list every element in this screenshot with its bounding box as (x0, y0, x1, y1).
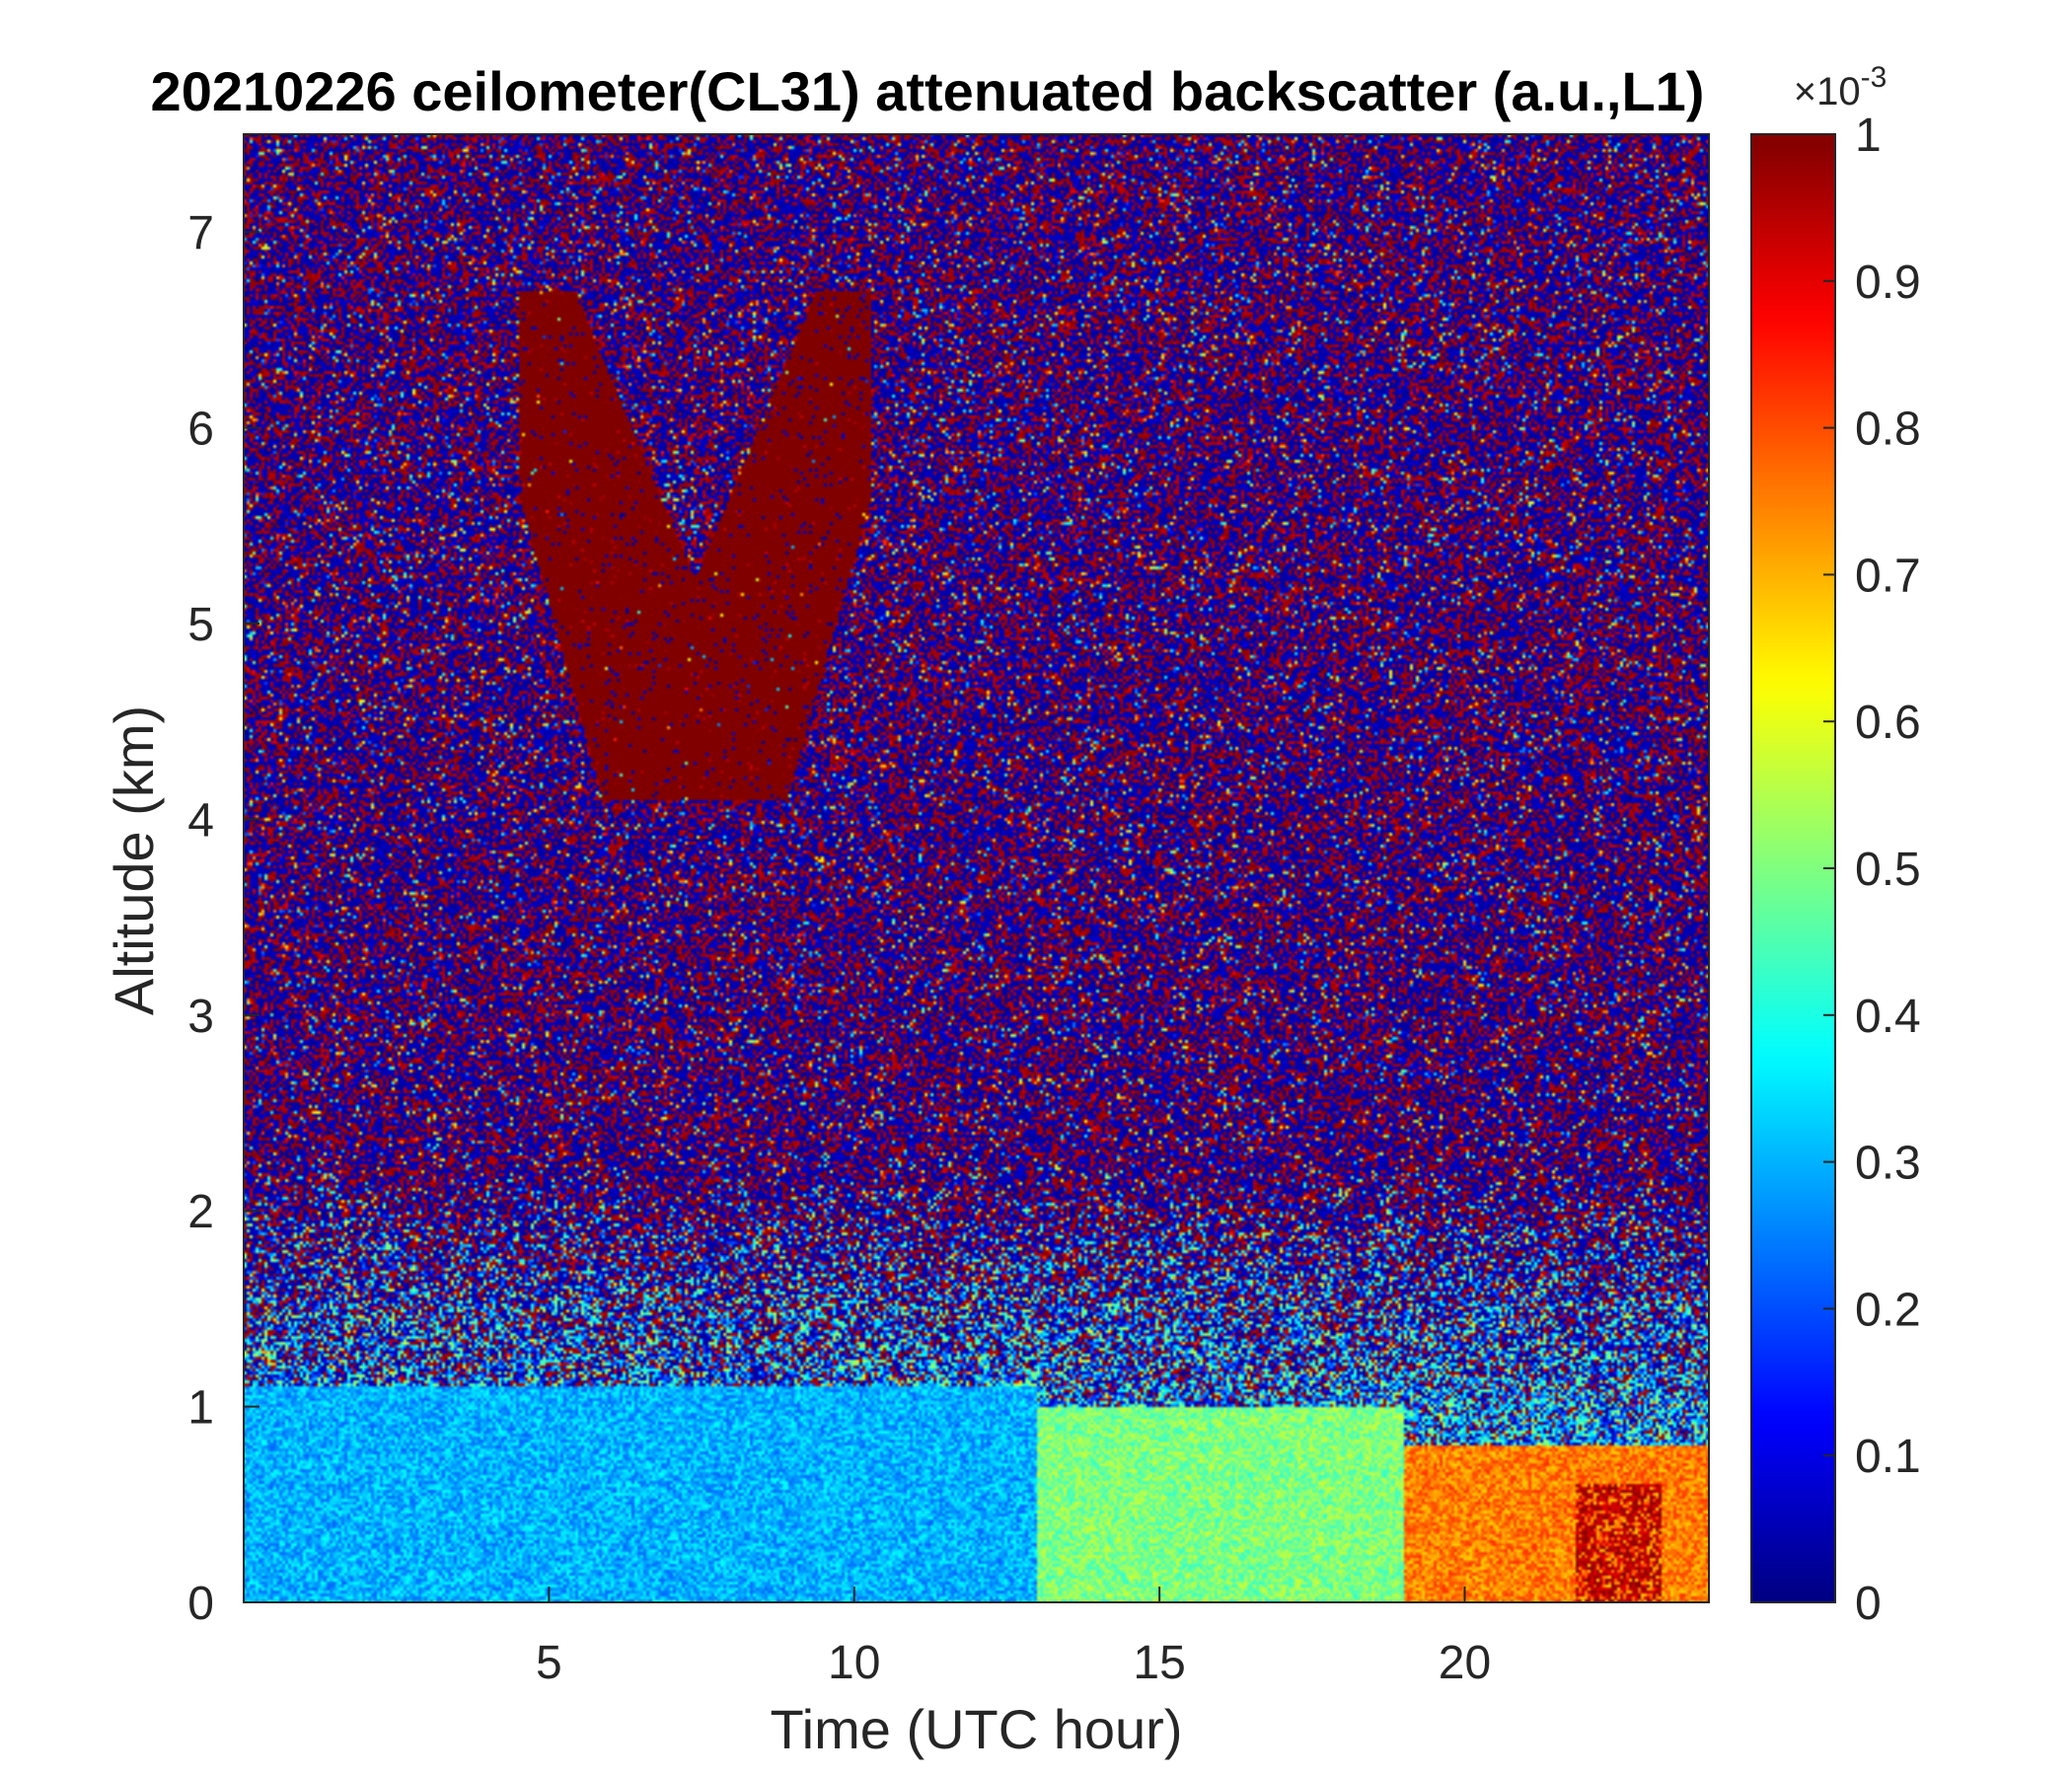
y-tick-label: 4 (187, 794, 214, 847)
chart-title: 20210226 ceilometer(CL31) attenuated bac… (150, 60, 1705, 122)
colorbar-tick-label: 0.9 (1855, 257, 1921, 309)
y-axis: 0 1 2 3 4 5 6 7 (187, 207, 259, 1630)
colorbar-tick-label: 0.8 (1855, 404, 1921, 456)
x-tick-label: 20 (1439, 1637, 1491, 1689)
heatmap-image (244, 134, 1709, 1602)
colorbar: 0 0.1 0.2 0.3 0.4 0.5 0.6 0.7 0.8 0.9 1 (1750, 110, 1921, 1630)
colorbar-tick-label: 0.5 (1855, 844, 1921, 896)
y-tick-label: 5 (187, 599, 214, 651)
plot-frame (243, 133, 1710, 1603)
colorbar-tick-label: 0.4 (1855, 991, 1921, 1043)
y-tick-label: 0 (187, 1578, 214, 1630)
y-tick-label: 3 (187, 991, 214, 1043)
y-axis-label: Altitude (km) (103, 705, 165, 1015)
colorbar-tick-label: 0.6 (1855, 697, 1921, 749)
plot-area (243, 133, 1710, 1603)
y-tick-label: 1 (187, 1382, 214, 1435)
x-tick-label: 10 (828, 1637, 880, 1689)
x-axis-label: Time (UTC hour) (771, 1698, 1183, 1760)
colorbar-tick-label: 0.3 (1855, 1138, 1921, 1190)
colorbar-gradient (1751, 134, 1835, 1602)
y-tick-label: 2 (187, 1186, 214, 1238)
colorbar-scale-label: ×10-3 (1794, 61, 1887, 113)
colorbar-tick-label: 0.7 (1855, 550, 1921, 602)
x-tick-label: 5 (536, 1637, 562, 1689)
x-axis: 5 10 15 20 (536, 1587, 1491, 1689)
y-tick-label: 7 (187, 207, 214, 259)
x-tick-label: 15 (1133, 1637, 1185, 1689)
colorbar-tick-label: 0.2 (1855, 1284, 1921, 1336)
colorbar-tick-label: 0 (1855, 1578, 1882, 1630)
colorbar-tick-label: 0.1 (1855, 1431, 1921, 1483)
colorbar-tick-label: 1 (1855, 110, 1882, 162)
y-tick-label: 6 (187, 404, 214, 456)
